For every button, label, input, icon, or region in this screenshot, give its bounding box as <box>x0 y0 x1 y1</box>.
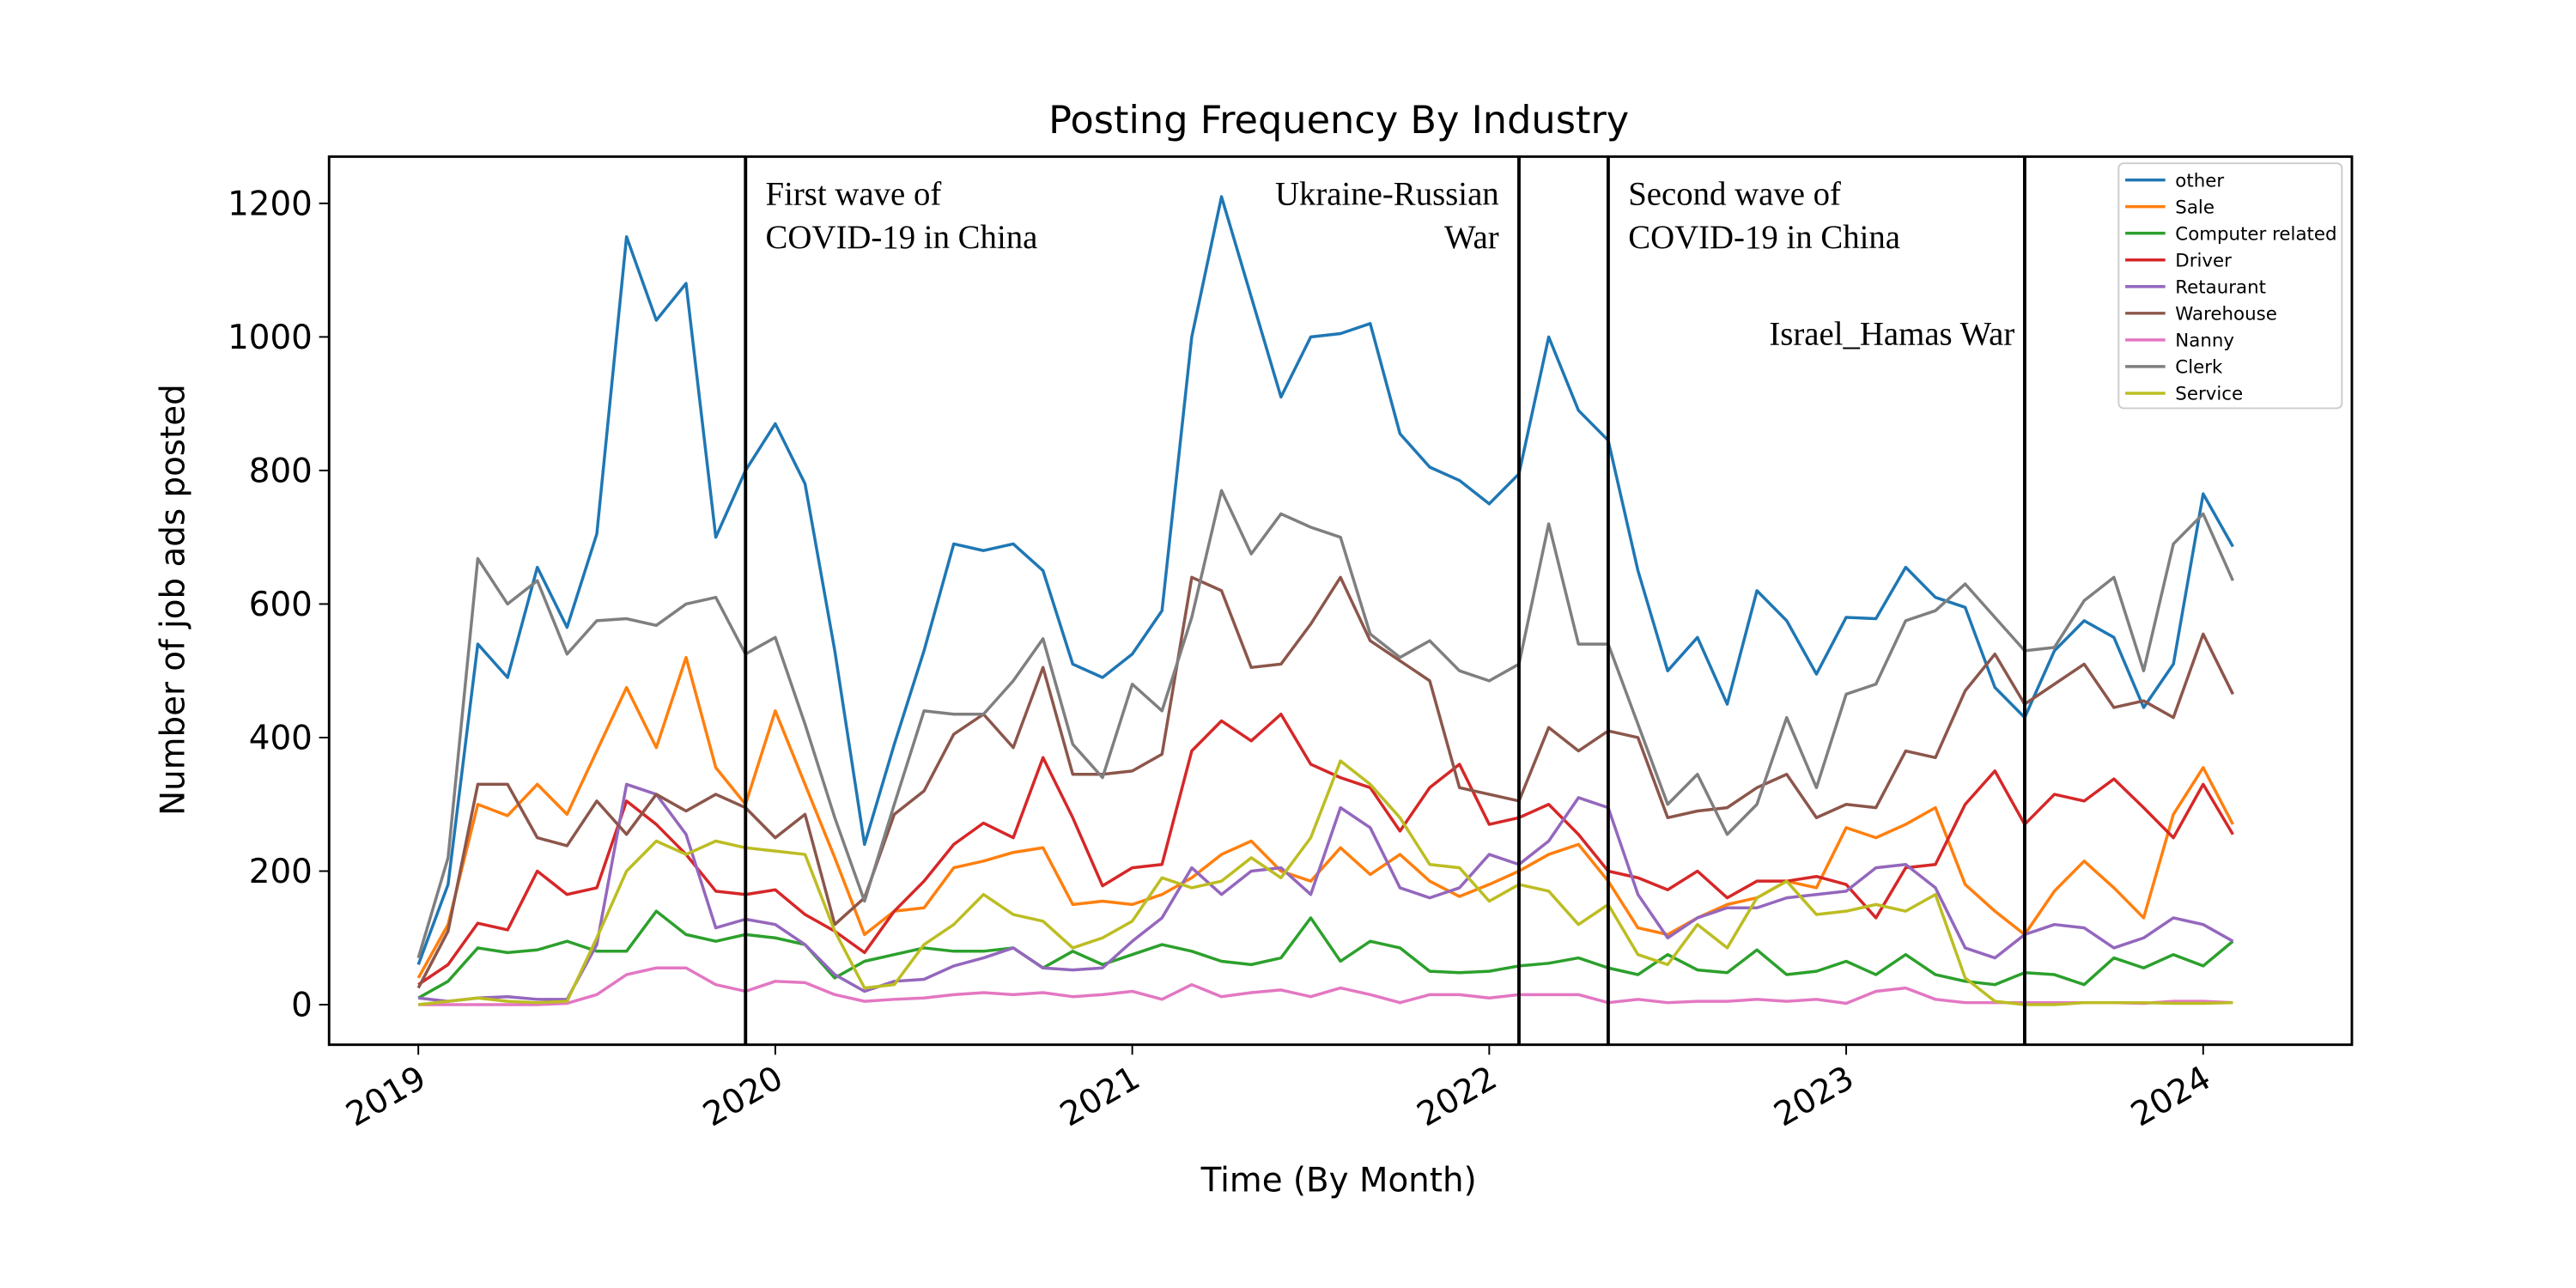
x-axis-label: Time (By Month) <box>1200 1161 1477 1200</box>
y-tick-label: 0 <box>291 987 313 1025</box>
event-label: War <box>1444 219 1499 256</box>
series-line <box>416 195 2234 965</box>
event-label: COVID-19 in China <box>1628 219 1900 256</box>
y-tick-label: 400 <box>249 720 313 758</box>
series-line <box>417 782 2234 1003</box>
x-tick-label: 2021 <box>1054 1059 1146 1134</box>
legend-label: Retaurant <box>2175 277 2266 299</box>
event-label: Israel_Hamas War <box>1769 316 2014 353</box>
legend-label: other <box>2175 170 2224 191</box>
y-tick-label: 200 <box>249 853 313 891</box>
legend-box <box>2117 162 2343 410</box>
legend-label: Nanny <box>2175 331 2234 352</box>
series-line <box>417 713 2234 987</box>
chart-title: Posting Frequency By Industry <box>1048 98 1629 143</box>
plot-frame <box>327 155 2354 1047</box>
y-tick-label: 1000 <box>228 319 313 357</box>
series-line <box>418 966 2233 1006</box>
series-line <box>416 655 2234 979</box>
legend-label: Warehouse <box>2175 304 2277 325</box>
y-tick-label: 800 <box>249 452 313 490</box>
legend-label: Computer related <box>2175 223 2336 245</box>
x-tick-label: 2024 <box>2124 1059 2217 1134</box>
series-line <box>416 575 2234 989</box>
y-tick-label: 1200 <box>228 185 313 223</box>
event-label: Second wave of <box>1628 176 1841 213</box>
event-label: COVID-19 in China <box>766 219 1038 256</box>
series-line <box>416 489 2235 959</box>
x-tick-label: 2023 <box>1768 1059 1861 1134</box>
y-tick-label: 600 <box>249 586 313 624</box>
event-label: Ukraine-Russian <box>1275 176 1499 213</box>
x-tick-label: 2019 <box>340 1059 433 1134</box>
series-line <box>417 909 2234 999</box>
x-tick-label: 2020 <box>697 1059 790 1134</box>
legend-label: Service <box>2175 384 2243 405</box>
event-label: First wave of <box>766 176 942 213</box>
y-axis-label: Number of job ads posted <box>154 384 192 816</box>
legend-label: Clerk <box>2175 357 2223 379</box>
legend-label: Sale <box>2175 197 2215 218</box>
series-line <box>417 759 2233 1006</box>
legend-label: Driver <box>2175 250 2232 271</box>
x-tick-label: 2022 <box>1411 1059 1504 1134</box>
